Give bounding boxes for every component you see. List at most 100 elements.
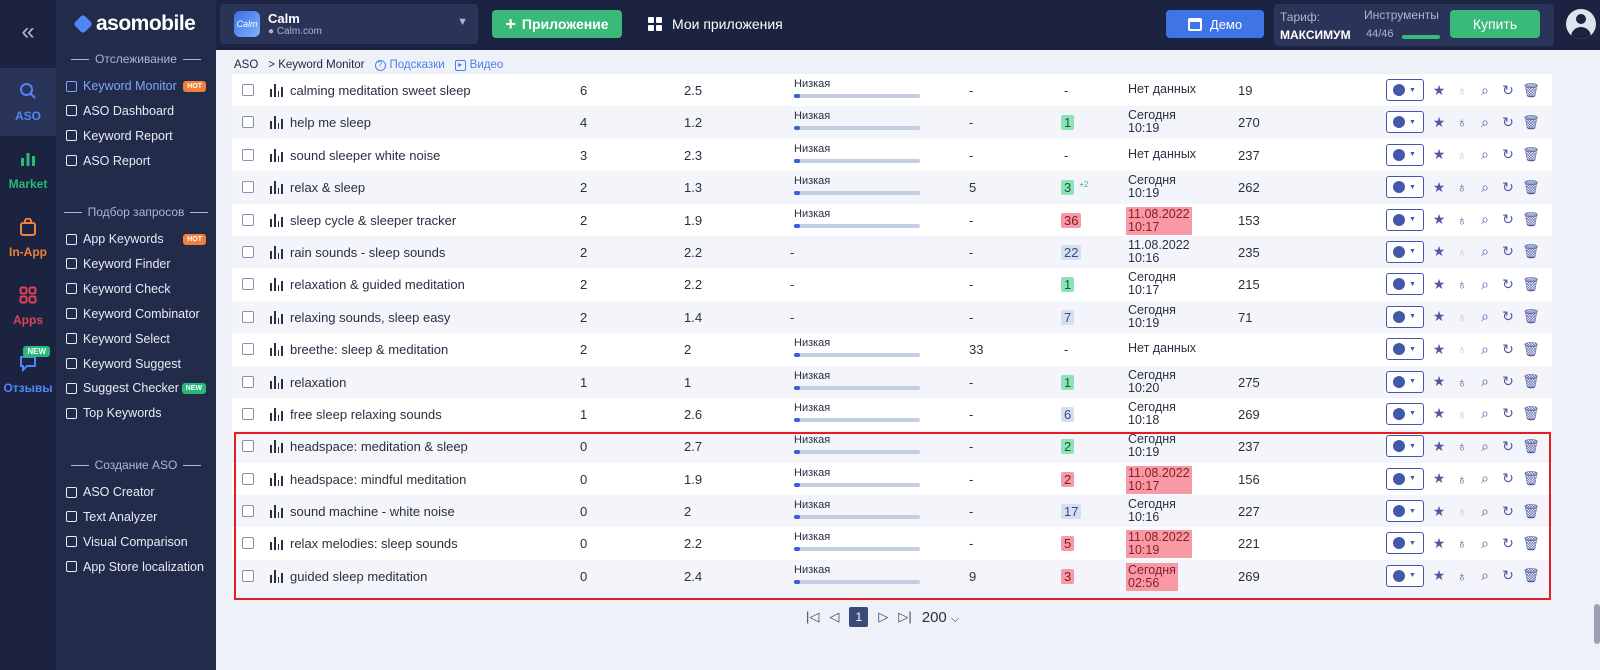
row-toggle-dropdown[interactable]: ▼	[1386, 402, 1424, 425]
trash-icon[interactable]: 🗑	[1522, 470, 1540, 487]
search-icon[interactable]: ⌕	[1481, 340, 1489, 357]
search-icon[interactable]: ⌕	[1481, 178, 1489, 195]
breadcrumb-root[interactable]: ASO	[234, 59, 259, 71]
demo-button[interactable]: Демо	[1166, 10, 1264, 38]
lightbulb-icon[interactable]: ♁	[1456, 211, 1468, 228]
search-icon[interactable]: ⌕	[1481, 405, 1489, 422]
trash-icon[interactable]: 🗑	[1522, 275, 1540, 292]
refresh-icon[interactable]: ↻	[1502, 211, 1514, 228]
sidebar-item-app-keywords[interactable]: App Keywords HOT	[62, 227, 212, 251]
sidebar-item-keyword-monitor[interactable]: Keyword Monitor HOT	[62, 74, 212, 98]
refresh-icon[interactable]: ↻	[1502, 308, 1514, 325]
row-toggle-dropdown[interactable]: ▼	[1386, 111, 1424, 134]
star-icon[interactable]: ★	[1432, 437, 1446, 454]
sidebar-item-keyword-suggest[interactable]: Keyword Suggest	[62, 352, 212, 376]
row-toggle-dropdown[interactable]: ▼	[1386, 467, 1424, 490]
row-toggle-dropdown[interactable]: ▼	[1386, 143, 1424, 166]
row-toggle-dropdown[interactable]: ▼	[1386, 500, 1424, 523]
row-toggle-dropdown[interactable]: ▼	[1386, 176, 1424, 199]
star-icon[interactable]: ★	[1432, 534, 1446, 551]
stats-bars-icon[interactable]	[270, 569, 283, 583]
star-icon[interactable]: ★	[1432, 405, 1446, 422]
lightbulb-icon[interactable]: ♁	[1456, 567, 1468, 584]
buy-button[interactable]: Купить	[1450, 10, 1540, 38]
search-icon[interactable]: ⌕	[1481, 437, 1489, 454]
video-link[interactable]: ▸ Видео	[454, 59, 503, 71]
row-toggle-dropdown[interactable]: ▼	[1386, 564, 1424, 587]
sidebar-item-keyword-finder[interactable]: Keyword Finder	[62, 252, 212, 276]
last-page-icon[interactable]: ▷|	[898, 609, 912, 624]
row-checkbox[interactable]	[242, 343, 254, 356]
stats-bars-icon[interactable]	[270, 278, 283, 292]
row-checkbox[interactable]	[242, 213, 254, 226]
trash-icon[interactable]: 🗑	[1522, 373, 1540, 390]
sidebar-item-aso-report[interactable]: ASO Report	[62, 149, 212, 173]
search-icon[interactable]: ⌕	[1481, 211, 1489, 228]
refresh-icon[interactable]: ↻	[1502, 275, 1514, 292]
sidebar-item-keyword-check[interactable]: Keyword Check	[62, 277, 212, 301]
star-icon[interactable]: ★	[1432, 308, 1446, 325]
lightbulb-icon[interactable]: ♁	[1456, 276, 1468, 293]
row-checkbox[interactable]	[242, 375, 254, 388]
stats-bars-icon[interactable]	[270, 310, 283, 324]
star-icon[interactable]: ★	[1432, 113, 1446, 130]
search-icon[interactable]: ⌕	[1481, 502, 1489, 519]
row-checkbox[interactable]	[242, 440, 254, 453]
lightbulb-icon[interactable]: ♁	[1456, 114, 1468, 131]
row-toggle-dropdown[interactable]: ▼	[1386, 208, 1424, 231]
row-checkbox[interactable]	[242, 148, 254, 161]
star-icon[interactable]: ★	[1432, 146, 1446, 163]
rail-item-отзывы[interactable]: Отзывы NEW	[0, 340, 56, 408]
stats-bars-icon[interactable]	[270, 537, 283, 551]
row-checkbox[interactable]	[242, 505, 254, 518]
row-toggle-dropdown[interactable]: ▼	[1386, 240, 1424, 263]
search-icon[interactable]: ⌕	[1481, 81, 1489, 98]
trash-icon[interactable]: 🗑	[1522, 211, 1540, 228]
search-icon[interactable]: ⌕	[1481, 567, 1489, 584]
per-page-select[interactable]: 200 ⌵	[921, 608, 960, 626]
refresh-icon[interactable]: ↻	[1502, 567, 1514, 584]
row-checkbox[interactable]	[242, 472, 254, 485]
avatar[interactable]	[1566, 9, 1596, 39]
logo[interactable]: asomobile	[73, 12, 196, 36]
stats-bars-icon[interactable]	[270, 148, 283, 162]
trash-icon[interactable]: 🗑	[1522, 243, 1540, 260]
refresh-icon[interactable]: ↻	[1502, 146, 1514, 163]
stats-bars-icon[interactable]	[270, 407, 283, 421]
lightbulb-icon[interactable]: ♁	[1456, 341, 1468, 358]
row-toggle-dropdown[interactable]: ▼	[1386, 79, 1424, 101]
search-icon[interactable]: ⌕	[1481, 243, 1489, 260]
first-page-icon[interactable]: |◁	[806, 609, 820, 624]
stats-bars-icon[interactable]	[270, 245, 283, 259]
trash-icon[interactable]: 🗑	[1522, 113, 1540, 130]
prev-page-icon[interactable]: ◁	[829, 609, 840, 624]
refresh-icon[interactable]: ↻	[1502, 243, 1514, 260]
sidebar-item-keyword-report[interactable]: Keyword Report	[62, 124, 212, 148]
refresh-icon[interactable]: ↻	[1502, 470, 1514, 487]
stats-bars-icon[interactable]	[270, 440, 283, 454]
row-checkbox[interactable]	[242, 181, 254, 194]
lightbulb-icon[interactable]: ♁	[1456, 535, 1468, 552]
refresh-icon[interactable]: ↻	[1502, 81, 1514, 98]
search-icon[interactable]: ⌕	[1481, 470, 1489, 487]
trash-icon[interactable]: 🗑	[1522, 502, 1540, 519]
lightbulb-icon[interactable]: ♁	[1456, 503, 1468, 520]
trash-icon[interactable]: 🗑	[1522, 308, 1540, 325]
row-checkbox[interactable]	[242, 310, 254, 323]
star-icon[interactable]: ★	[1432, 81, 1446, 98]
star-icon[interactable]: ★	[1432, 567, 1446, 584]
sidebar-item-aso-dashboard[interactable]: ASO Dashboard	[62, 99, 212, 123]
row-toggle-dropdown[interactable]: ▼	[1386, 435, 1424, 458]
trash-icon[interactable]: 🗑	[1522, 146, 1540, 163]
stats-bars-icon[interactable]	[270, 375, 283, 389]
refresh-icon[interactable]: ↻	[1502, 373, 1514, 390]
row-toggle-dropdown[interactable]: ▼	[1386, 273, 1424, 296]
search-icon[interactable]: ⌕	[1481, 308, 1489, 325]
stats-bars-icon[interactable]	[270, 84, 283, 97]
stats-bars-icon[interactable]	[270, 116, 283, 130]
sidebar-item-visual-comparison[interactable]: Visual Comparison	[62, 530, 212, 554]
lightbulb-icon[interactable]: ♁	[1456, 373, 1468, 390]
sidebar-item-top-keywords[interactable]: Top Keywords	[62, 401, 212, 425]
hints-link[interactable]: ? Подсказки	[374, 59, 445, 71]
sidebar-item-aso-creator[interactable]: ASO Creator	[62, 480, 212, 504]
